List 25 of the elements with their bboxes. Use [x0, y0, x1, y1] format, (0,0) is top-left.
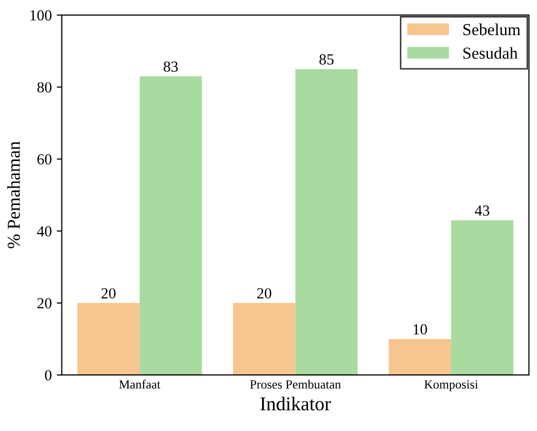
x-axis-title: Indikator: [260, 396, 331, 410]
y-tick-label: 100: [30, 10, 52, 21]
y-tick-label: 0: [44, 370, 52, 380]
y-tick-label: 60: [37, 154, 52, 164]
bar: [77, 302, 140, 375]
x-tick-label: Manfaat: [119, 380, 160, 389]
y-axis-title: % Pemahaman: [7, 141, 20, 248]
data-label: 20: [102, 288, 116, 298]
bar: [140, 76, 202, 375]
bar: [233, 302, 296, 375]
data-label: 43: [474, 205, 490, 216]
x-tick-label: Proses Pembuatan: [250, 380, 341, 389]
bar: [451, 220, 514, 375]
data-label: 85: [319, 54, 334, 65]
bar: [295, 69, 358, 375]
y-tick-label: 20: [37, 298, 52, 308]
legend-label: Sebelum: [463, 24, 520, 36]
x-tick-label: Komposisi: [424, 380, 478, 392]
y-tick-label: 40: [37, 226, 52, 236]
data-label: 20: [257, 288, 272, 298]
data-label: 83: [164, 61, 178, 72]
bar: [388, 338, 452, 375]
data-label: 10: [414, 324, 427, 334]
y-tick-label: 80: [37, 82, 52, 93]
legend-label: Sesudah: [463, 47, 518, 59]
